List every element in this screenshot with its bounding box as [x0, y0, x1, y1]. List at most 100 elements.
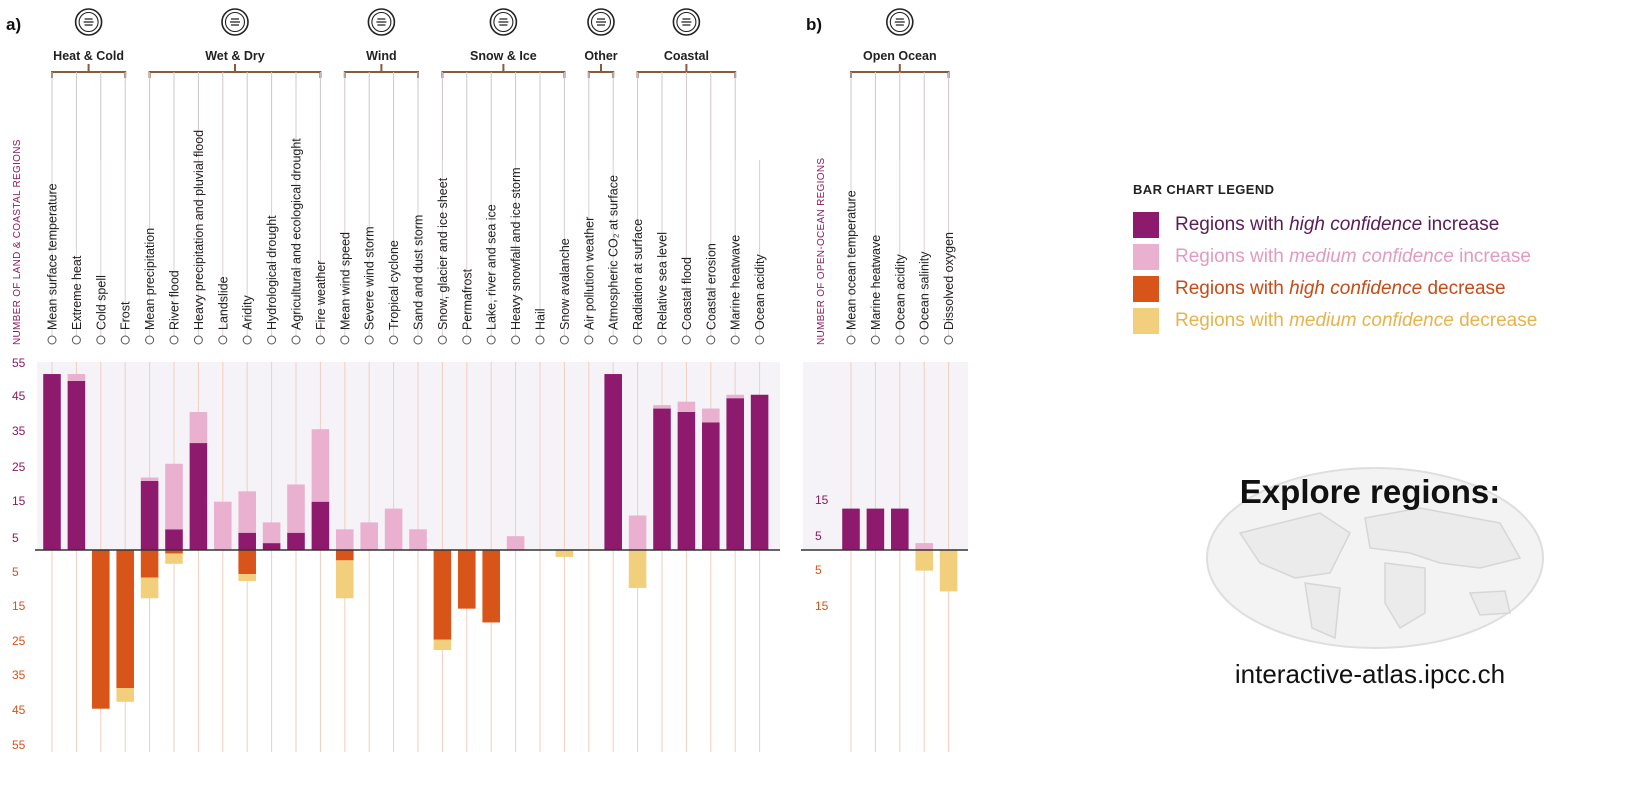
legend-label-suffix: increase: [1453, 246, 1531, 267]
icon-inner-ring: [889, 11, 910, 33]
category-marker: [242, 335, 252, 345]
icon-glyph: [230, 18, 240, 26]
category-label: Ocean salinity: [918, 251, 932, 330]
category-marker: [730, 335, 740, 345]
legend-label-confidence: high confidence: [1289, 278, 1423, 299]
bar-high-increase: [891, 508, 909, 550]
category-marker: [846, 335, 856, 345]
category-marker: [120, 335, 130, 345]
y-tick-label: 5: [815, 529, 822, 543]
y-tick-label: 15: [12, 494, 26, 508]
coastal-icon: [672, 8, 701, 36]
bar-medium-increase: [628, 515, 647, 550]
category-label: Sand and dust storm: [412, 215, 426, 330]
category-label: Tropical cyclone: [387, 240, 401, 330]
group-bracket: [148, 64, 322, 78]
droplet-icon: [221, 8, 249, 36]
category-marker: [413, 335, 423, 345]
group-bracket: [343, 64, 419, 78]
group-bracket: [51, 64, 127, 78]
bar-high-increase: [165, 529, 183, 550]
bar-high-increase: [653, 408, 671, 550]
legend-label-confidence: medium confidence: [1289, 246, 1454, 267]
bar-medium-increase: [915, 543, 933, 550]
legend-label: Regions with medium confidence increase: [1175, 246, 1531, 268]
category-label: Marine heatwave: [729, 235, 743, 330]
category-marker: [486, 335, 496, 345]
legend-label-prefix: Regions with: [1175, 246, 1290, 267]
category-label: Ocean acidity: [753, 254, 767, 330]
bar-medium-increase: [726, 394, 744, 399]
bar-high-increase: [189, 443, 208, 550]
legend-swatch: [1133, 276, 1159, 302]
bar-high-increase: [702, 422, 720, 550]
category-label: Aridity: [241, 295, 255, 330]
legend-label-confidence: high confidence: [1289, 214, 1423, 235]
category-marker: [559, 335, 569, 345]
category-label: Hydrological drought: [265, 215, 279, 330]
bar-medium-decrease: [433, 639, 452, 651]
category-marker: [267, 335, 277, 345]
bar-medium-increase: [653, 405, 671, 409]
category-label: Fire weather: [314, 261, 328, 330]
category-marker: [919, 335, 929, 345]
group-bracket: [441, 64, 566, 78]
category-marker: [511, 335, 521, 345]
bar-medium-decrease: [915, 550, 933, 571]
chart-panel-a: a)NUMBER OF LAND & COASTAL REGIONS554535…: [6, 8, 780, 752]
bar-medium-increase: [506, 536, 525, 550]
category-marker: [895, 335, 905, 345]
atlas-url-link[interactable]: interactive-atlas.ipcc.ch: [1234, 659, 1506, 689]
y-tick-label: 45: [12, 389, 26, 403]
explore-regions-card[interactable]: Explore regions: interactive-atlas.ipcc.…: [1200, 463, 1560, 689]
y-axis-title: NUMBER OF OPEN-OCEAN REGIONS: [816, 158, 827, 345]
bar-high-increase: [311, 501, 330, 550]
bar-high-decrease: [482, 550, 500, 623]
category-marker: [364, 335, 374, 345]
icon-inner-ring: [224, 11, 246, 33]
y-tick-label: 35: [12, 668, 26, 682]
bar-high-increase: [287, 532, 305, 550]
legend-label: Regions with medium confidence decrease: [1175, 310, 1537, 332]
category-label: Heavy precipitation and pluvial flood: [192, 130, 206, 330]
category-label: Marine heatwave: [869, 235, 883, 330]
category-marker: [681, 335, 691, 345]
legend-item: Regions with high confidence increase: [1133, 209, 1537, 241]
group-label: Heat & Cold: [53, 49, 124, 63]
bar-high-decrease: [140, 550, 159, 578]
category-label: Lake, river and sea ice: [485, 204, 499, 330]
category-label: Mean surface temperature: [46, 183, 60, 330]
bar-medium-decrease: [336, 560, 354, 599]
icon-glyph: [894, 18, 905, 26]
category-label: Dissolved oxygen: [942, 232, 956, 330]
y-tick-label: 45: [12, 703, 26, 717]
bar-high-increase: [140, 481, 159, 550]
bar-high-increase: [677, 412, 696, 550]
icon-glyph: [596, 18, 606, 26]
legend-label: Regions with high confidence decrease: [1175, 278, 1506, 300]
legend-label-suffix: decrease: [1422, 278, 1506, 299]
bar-high-increase: [726, 398, 744, 550]
category-marker: [389, 335, 399, 345]
bar-high-decrease: [458, 550, 476, 609]
y-tick-label: 25: [12, 634, 26, 648]
category-marker: [47, 335, 57, 345]
bar-high-decrease: [116, 550, 134, 688]
wind-icon: [367, 8, 396, 36]
y-axis-title: NUMBER OF LAND & COASTAL REGIONS: [12, 139, 23, 345]
category-marker: [462, 335, 472, 345]
legend-item: Regions with medium confidence decrease: [1133, 305, 1537, 337]
category-label: Landslide: [216, 276, 230, 330]
group-label: Coastal: [664, 49, 709, 63]
bar-medium-increase: [287, 484, 305, 533]
group-label: Wind: [366, 49, 396, 63]
bar-high-increase: [750, 394, 769, 550]
icon-inner-ring: [371, 11, 392, 33]
legend: BAR CHART LEGEND Regions with high confi…: [1133, 182, 1537, 337]
category-marker: [291, 335, 301, 345]
y-tick-label: 55: [12, 738, 26, 752]
bar-high-decrease: [165, 550, 183, 554]
bar-medium-increase: [214, 501, 232, 550]
bar-medium-increase: [409, 529, 427, 550]
